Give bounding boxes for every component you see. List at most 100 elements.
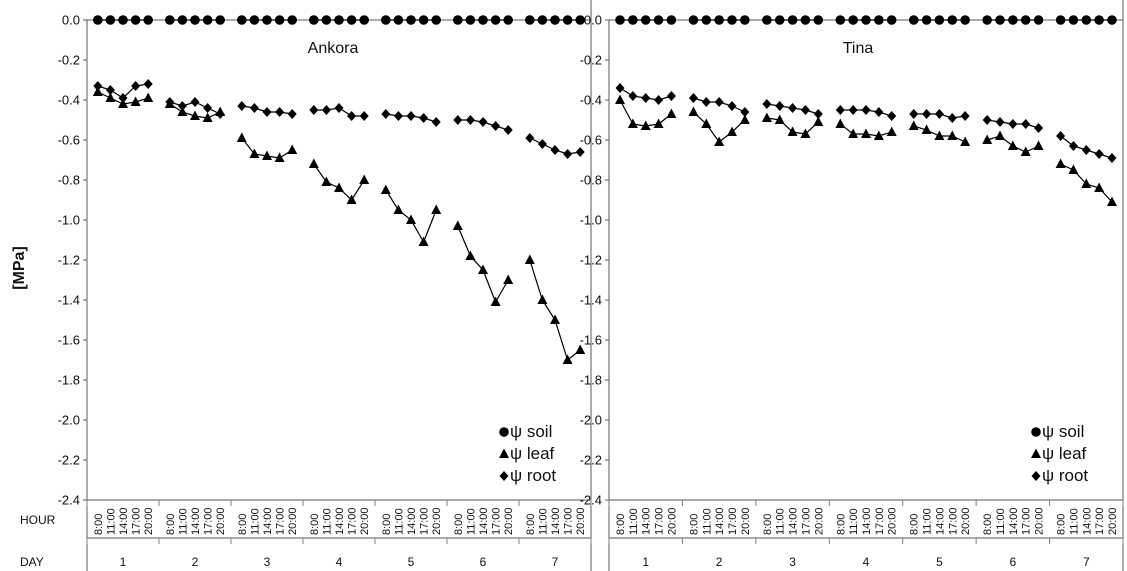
data-point-diamond bbox=[1021, 119, 1031, 129]
data-point-circle bbox=[503, 15, 513, 25]
hour-label: 20:00 bbox=[960, 507, 972, 535]
y-tick-label: -1.6 bbox=[58, 333, 80, 348]
y-tick-label: -0.8 bbox=[580, 173, 602, 188]
hour-label: 17:00 bbox=[874, 507, 886, 535]
data-point-diamond bbox=[813, 109, 823, 119]
data-point-diamond bbox=[947, 113, 957, 123]
y-tick-label: -1.4 bbox=[58, 293, 80, 308]
y-tick-label: -0.6 bbox=[580, 133, 602, 148]
data-point-triangle bbox=[835, 118, 846, 128]
data-point-diamond bbox=[835, 105, 845, 115]
data-point-triangle bbox=[701, 118, 712, 128]
data-point-circle bbox=[1033, 15, 1044, 25]
data-point-circle bbox=[359, 15, 370, 25]
data-point-circle bbox=[381, 15, 391, 25]
data-point-diamond bbox=[1056, 131, 1066, 141]
data-point-circle bbox=[165, 15, 175, 25]
data-point-circle bbox=[130, 15, 141, 25]
day-label: 6 bbox=[480, 555, 487, 569]
data-point-triangle bbox=[406, 214, 416, 224]
legend-label: ψ leaf bbox=[1042, 444, 1087, 463]
data-point-circle bbox=[800, 15, 811, 25]
data-point-triangle bbox=[418, 236, 429, 246]
data-point-diamond bbox=[406, 111, 416, 121]
data-point-triangle bbox=[465, 250, 476, 260]
hour-label: 17:00 bbox=[654, 507, 666, 535]
data-point-circle bbox=[1107, 15, 1117, 25]
data-point-triangle bbox=[960, 136, 971, 146]
data-point-triangle bbox=[627, 118, 638, 128]
hour-label: 17:00 bbox=[947, 507, 959, 535]
y-tick-label: -2.2 bbox=[580, 453, 602, 468]
data-point-triangle bbox=[1106, 196, 1117, 206]
data-point-diamond bbox=[321, 105, 331, 115]
data-point-triangle bbox=[995, 130, 1006, 140]
series-circle bbox=[615, 15, 1117, 25]
hour-label: 14:00 bbox=[861, 507, 873, 535]
data-point-triangle bbox=[739, 114, 750, 124]
data-point-circle bbox=[287, 15, 298, 25]
hour-label: 8:00 bbox=[762, 514, 774, 535]
hour-label: 11:00 bbox=[995, 508, 1007, 535]
data-point-triangle bbox=[346, 194, 357, 204]
panel-title: Ankora bbox=[308, 40, 359, 57]
data-point-circle bbox=[628, 15, 638, 25]
hour-label: 8:00 bbox=[835, 514, 847, 535]
day-label: 2 bbox=[192, 555, 199, 569]
data-point-circle bbox=[562, 15, 573, 25]
data-point-circle bbox=[274, 15, 285, 25]
data-point-circle bbox=[550, 15, 560, 25]
data-point-circle bbox=[321, 15, 332, 25]
data-point-triangle bbox=[848, 128, 859, 138]
data-point-diamond bbox=[934, 109, 944, 119]
hour-label: 8:00 bbox=[688, 514, 700, 535]
data-point-circle bbox=[701, 15, 712, 25]
data-point-diamond bbox=[1107, 153, 1117, 163]
y-tick-label: -2.0 bbox=[580, 413, 602, 428]
data-point-triangle bbox=[236, 132, 247, 142]
day-label: 2 bbox=[716, 555, 723, 569]
data-point-triangle bbox=[537, 294, 548, 304]
y-tick-label: -2.4 bbox=[58, 493, 80, 508]
legend-marker-diamond bbox=[1031, 471, 1041, 481]
data-point-triangle bbox=[287, 144, 298, 154]
series-diamond bbox=[93, 79, 585, 159]
data-point-diamond bbox=[550, 145, 560, 155]
data-point-diamond bbox=[478, 117, 488, 127]
data-point-diamond bbox=[275, 107, 285, 117]
data-point-diamond bbox=[861, 105, 871, 115]
hour-label: 11:00 bbox=[105, 508, 117, 535]
panel-title: Tina bbox=[843, 40, 874, 57]
legend-label: ψ root bbox=[510, 466, 556, 485]
data-point-diamond bbox=[1081, 145, 1091, 155]
data-point-triangle bbox=[861, 128, 871, 138]
data-point-diamond bbox=[960, 111, 970, 121]
data-point-circle bbox=[215, 15, 225, 25]
hour-label: 11:00 bbox=[321, 508, 333, 535]
data-point-circle bbox=[525, 15, 535, 25]
legend-marker-circle bbox=[499, 427, 509, 437]
hour-label: 14:00 bbox=[1081, 507, 1093, 535]
data-point-circle bbox=[1008, 15, 1018, 25]
data-point-triangle bbox=[947, 130, 958, 140]
data-point-diamond bbox=[714, 97, 724, 107]
data-point-diamond bbox=[688, 93, 698, 103]
hour-label: 14:00 bbox=[262, 507, 274, 535]
hour-label: 14:00 bbox=[641, 507, 653, 535]
day-label: 5 bbox=[408, 555, 415, 569]
data-point-triangle bbox=[262, 150, 272, 160]
data-point-diamond bbox=[701, 97, 711, 107]
data-point-diamond bbox=[537, 139, 547, 149]
data-point-triangle bbox=[308, 158, 319, 168]
day-label: 5 bbox=[936, 555, 943, 569]
data-point-diamond bbox=[525, 133, 535, 143]
data-point-circle bbox=[1020, 15, 1031, 25]
data-point-circle bbox=[118, 15, 128, 25]
data-point-diamond bbox=[347, 111, 357, 121]
y-tick-label: -1.2 bbox=[580, 253, 602, 268]
hour-label: 11:00 bbox=[1068, 508, 1080, 535]
data-point-diamond bbox=[922, 109, 932, 119]
y-tick-label: -1.6 bbox=[580, 333, 602, 348]
data-point-circle bbox=[418, 15, 429, 25]
hour-label: 14:00 bbox=[1008, 507, 1020, 535]
